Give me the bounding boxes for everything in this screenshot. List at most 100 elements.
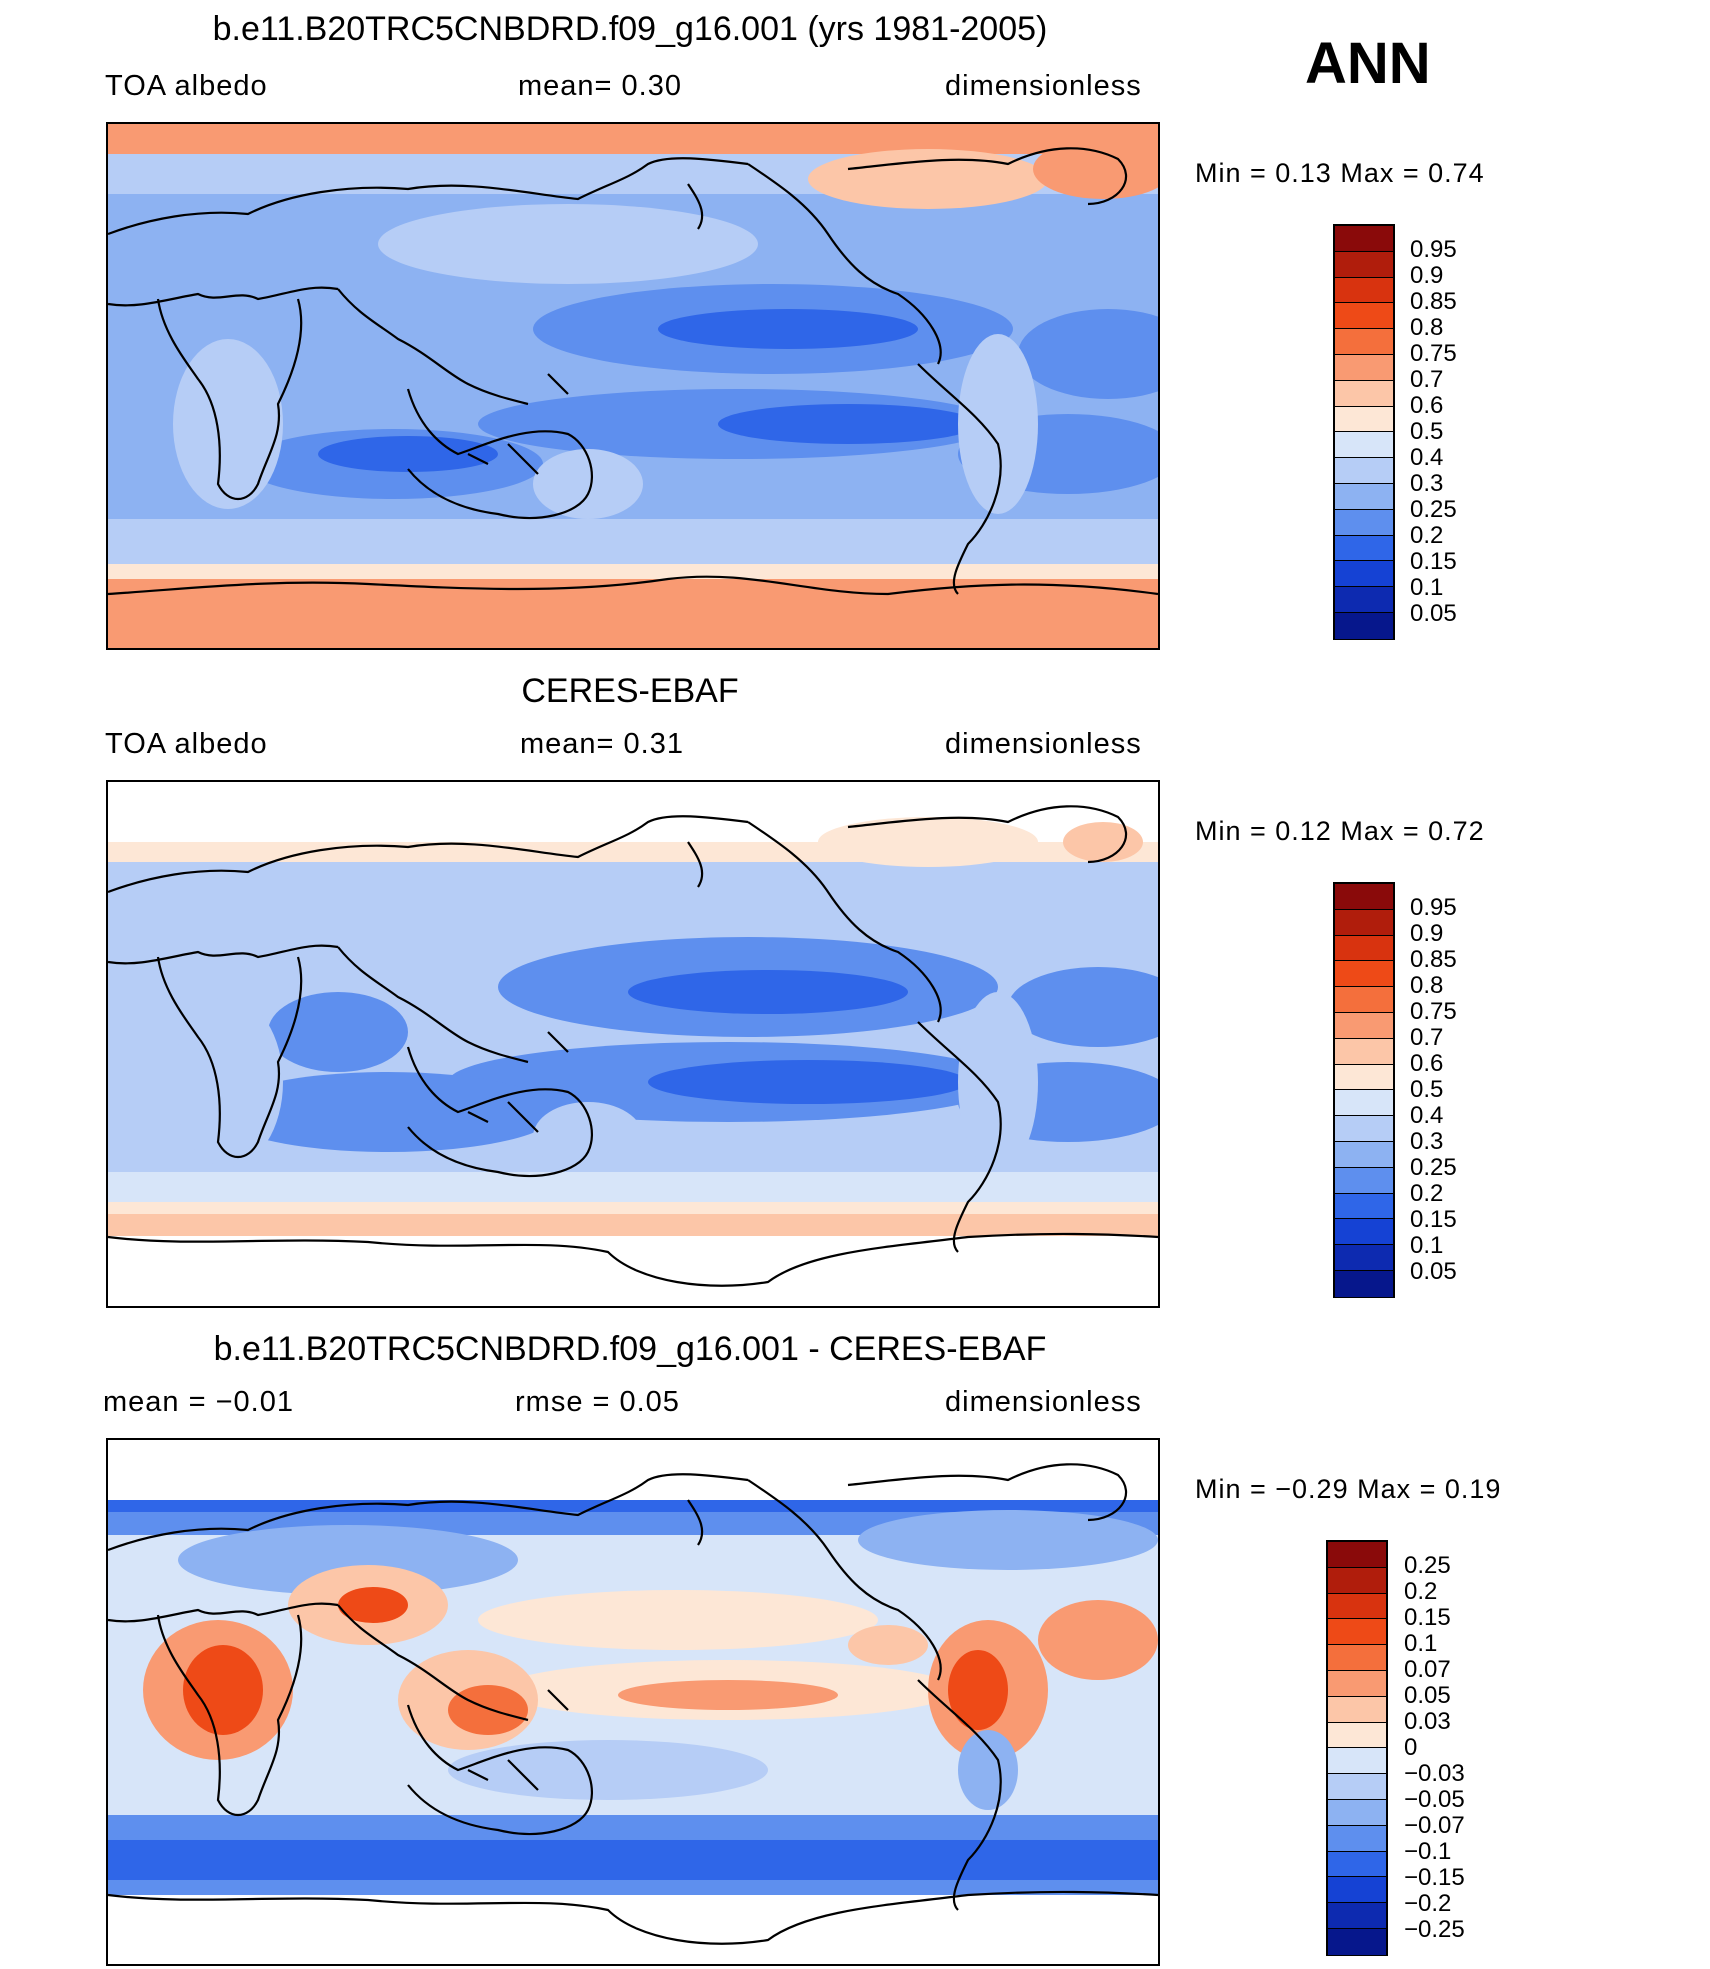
coastline-outline-icon	[108, 1463, 1158, 1945]
colorbar-tick-label: 0.7	[1410, 366, 1444, 393]
colorbar-tick-label: 0.2	[1410, 522, 1444, 549]
colorbar-bin	[1328, 1799, 1386, 1826]
coastline-outline-icon	[108, 805, 1158, 1287]
colorbar-bin	[1335, 1245, 1393, 1271]
colorbar-tick-label: −0.07	[1404, 1812, 1465, 1839]
panel2-colorbar-ticks: 0.95 0.9 0.85 0.8 0.75 0.7 0.6 0.5 0.4 0.3 0.25 0.2…	[1410, 882, 1510, 1298]
panel3-colorbar-ticks: 0.25 0.2 0.15 0.1 0.07 0.05 0.03 0 −0.03 −0.05 −0.…	[1404, 1540, 1514, 1956]
colorbar-bin	[1335, 226, 1393, 252]
panel2-variable-label: TOA albedo	[105, 728, 268, 760]
colorbar-bin	[1328, 1748, 1386, 1775]
colorbar-tick-label: 0.9	[1410, 920, 1444, 947]
colorbar-bin	[1335, 1141, 1393, 1168]
colorbar-bin	[1335, 1038, 1393, 1065]
colorbar-tick-label: 0.1	[1410, 1232, 1444, 1259]
panel2-minmax: Min = 0.12 Max = 0.72	[1195, 816, 1485, 846]
colorbar-bin	[1335, 1270, 1393, 1297]
colorbar-bin	[1335, 329, 1393, 355]
colorbar-bin	[1335, 935, 1393, 962]
panel3-units-label: dimensionless	[945, 1386, 1142, 1418]
colorbar-bin	[1328, 1722, 1386, 1749]
colorbar-bin	[1328, 1593, 1386, 1620]
colorbar-bin	[1328, 1567, 1386, 1594]
panel1-title: b.e11.B20TRC5CNBDRD.f09_g16.001 (yrs 198…	[212, 10, 1048, 48]
colorbar-bin	[1335, 303, 1393, 330]
panel3-minmax: Min = −0.29 Max = 0.19	[1195, 1474, 1502, 1504]
colorbar-tick-label: 0.4	[1410, 1102, 1444, 1129]
colorbar-tick-label: 0.15	[1410, 1206, 1457, 1233]
colorbar-bin	[1335, 884, 1393, 910]
colorbar-bin	[1335, 406, 1393, 433]
colorbar-bin	[1335, 432, 1393, 459]
panel3-colorbar	[1326, 1540, 1388, 1956]
colorbar-bin	[1335, 561, 1393, 588]
colorbar-tick-label: 0.8	[1410, 314, 1444, 341]
panel1-mean-label: mean= 0.30	[518, 70, 682, 102]
colorbar-tick-label: 0.2	[1404, 1578, 1438, 1605]
panel2-mean-label: mean= 0.31	[520, 728, 684, 760]
colorbar-tick-label: −0.15	[1404, 1864, 1465, 1891]
colorbar-bin	[1335, 354, 1393, 381]
colorbar-tick-label: 0.07	[1404, 1656, 1451, 1683]
panel1-map-field	[108, 124, 1158, 648]
colorbar-tick-label: 0.6	[1410, 392, 1444, 419]
colorbar-tick-label: −0.03	[1404, 1760, 1465, 1787]
colorbar-bin	[1335, 961, 1393, 988]
colorbar-bin	[1328, 1851, 1386, 1878]
colorbar-tick-label: 0.05	[1410, 600, 1457, 627]
colorbar-bin	[1335, 1012, 1393, 1039]
colorbar-bin	[1335, 535, 1393, 562]
panel1-units-label: dimensionless	[945, 70, 1142, 102]
panel1-variable-label: TOA albedo	[105, 70, 268, 102]
colorbar-tick-label: 0.95	[1410, 894, 1457, 921]
panel3-map-field	[108, 1440, 1158, 1964]
colorbar-bin	[1335, 1090, 1393, 1117]
colorbar-bin	[1328, 1928, 1386, 1955]
colorbar-bin	[1335, 587, 1393, 613]
colorbar-tick-label: −0.2	[1404, 1890, 1452, 1917]
panel1-minmax: Min = 0.13 Max = 0.74	[1195, 158, 1485, 188]
colorbar-tick-label: 0.05	[1410, 1258, 1457, 1285]
panel3-map	[106, 1438, 1160, 1966]
colorbar-tick-label: 0.75	[1410, 340, 1457, 367]
panel2-title: CERES-EBAF	[521, 672, 739, 710]
colorbar-tick-label: 0.15	[1410, 548, 1457, 575]
colorbar-tick-label: 0.05	[1404, 1682, 1451, 1709]
colorbar-tick-label: 0.6	[1410, 1050, 1444, 1077]
colorbar-tick-label: 0.85	[1410, 946, 1457, 973]
panel1-colorbar	[1333, 224, 1395, 640]
colorbar-tick-label: 0.2	[1410, 1180, 1444, 1207]
colorbar-bin	[1328, 1542, 1386, 1568]
colorbar-tick-label: 0.15	[1404, 1604, 1451, 1631]
colorbar-tick-label: 0.9	[1410, 262, 1444, 289]
panel1-map	[106, 122, 1160, 650]
colorbar-bin	[1335, 1064, 1393, 1091]
colorbar-bin	[1335, 509, 1393, 536]
colorbar-bin	[1335, 909, 1393, 936]
panel3-rmse-label: rmse = 0.05	[515, 1386, 680, 1418]
colorbar-tick-label: 0.03	[1404, 1708, 1451, 1735]
colorbar-tick-label: 0.25	[1410, 1154, 1457, 1181]
colorbar-bin	[1328, 1774, 1386, 1800]
colorbar-tick-label: 0.5	[1410, 418, 1444, 445]
colorbar-bin	[1335, 483, 1393, 510]
panel2-units-label: dimensionless	[945, 728, 1142, 760]
colorbar-bin	[1328, 1696, 1386, 1723]
panel2-map	[106, 780, 1160, 1308]
colorbar-bin	[1335, 380, 1393, 407]
colorbar-tick-label: −0.25	[1404, 1916, 1465, 1943]
panel1-colorbar-ticks: 0.95 0.9 0.85 0.8 0.75 0.7 0.6 0.5 0.4 0.3 0.25 0.2…	[1410, 224, 1510, 640]
colorbar-bin	[1328, 1670, 1386, 1697]
colorbar-bin	[1335, 1219, 1393, 1246]
colorbar-bin	[1335, 1167, 1393, 1194]
colorbar-tick-label: 0.85	[1410, 288, 1457, 315]
coastline-outline-icon	[108, 147, 1158, 596]
colorbar-bin	[1328, 1645, 1386, 1671]
colorbar-bin	[1335, 251, 1393, 278]
panel3-mean-label: mean = −0.01	[103, 1386, 294, 1418]
colorbar-tick-label: 0.25	[1410, 496, 1457, 523]
colorbar-tick-label: 0.5	[1410, 1076, 1444, 1103]
colorbar-bin	[1335, 458, 1393, 484]
colorbar-tick-label: 0.4	[1410, 444, 1444, 471]
colorbar-bin	[1328, 1619, 1386, 1646]
